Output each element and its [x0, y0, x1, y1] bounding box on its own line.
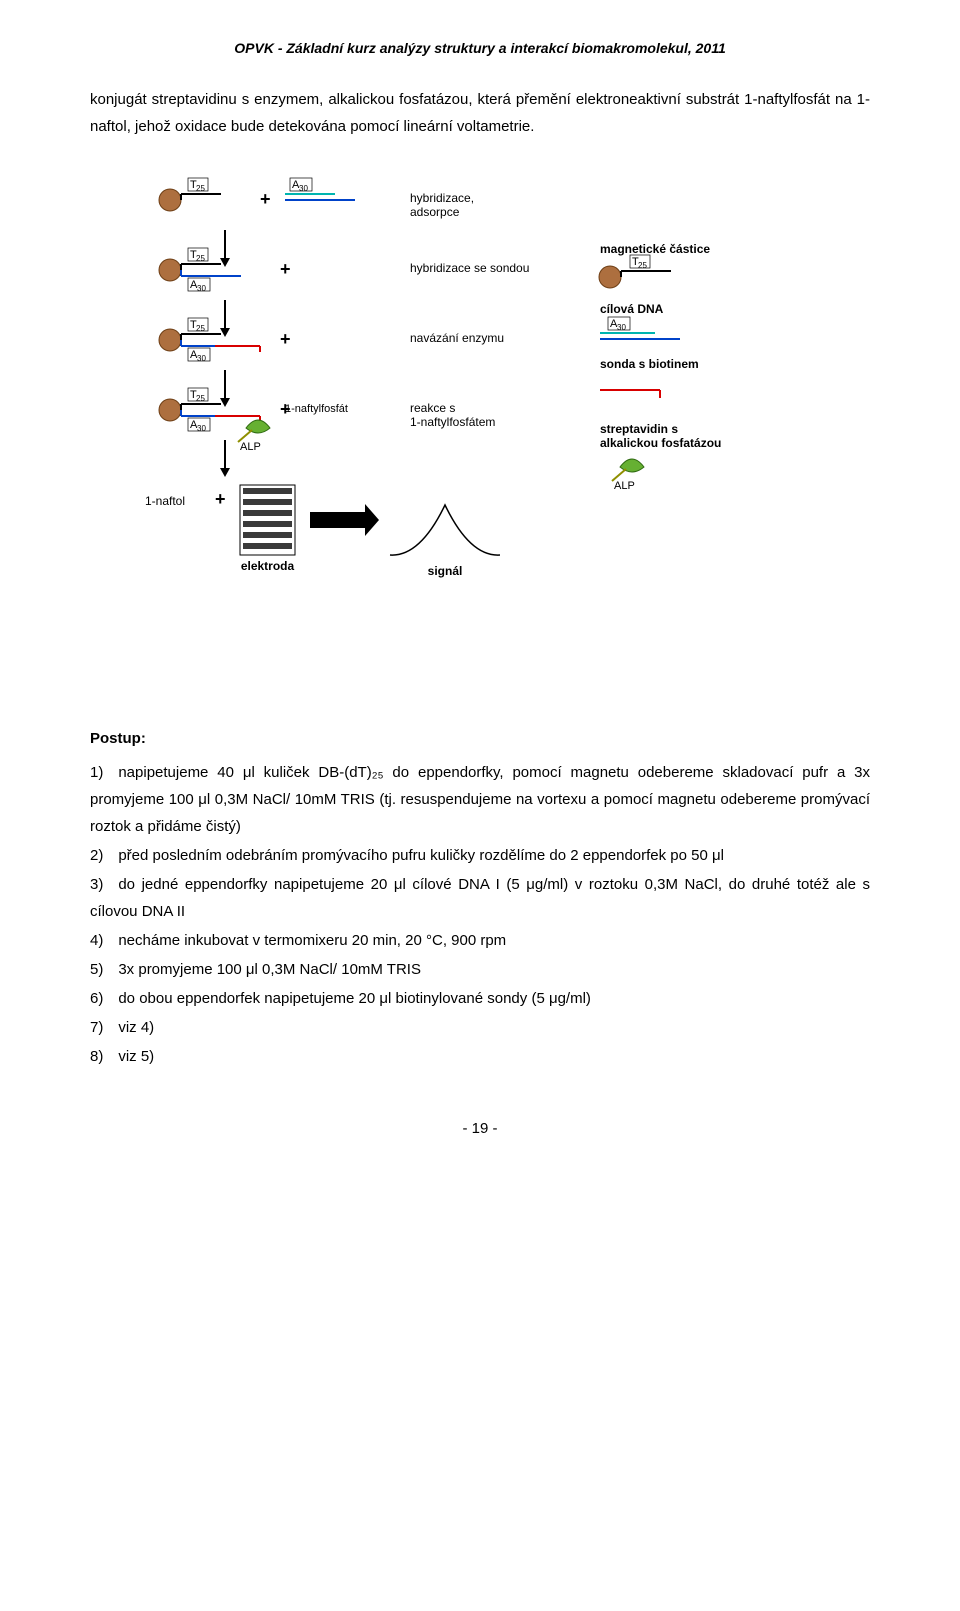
step-2: 2) před posledním odebráním promývacího … [90, 842, 870, 869]
svg-text:25: 25 [638, 261, 647, 270]
svg-text:ALP: ALP [614, 480, 635, 492]
svg-text:magnetické částice: magnetické částice [600, 242, 710, 256]
svg-text:+: + [215, 489, 226, 509]
svg-text:+: + [260, 189, 271, 209]
svg-text:sonda s biotinem: sonda s biotinem [600, 357, 699, 371]
svg-text:hybridizace,adsorpce: hybridizace,adsorpce [410, 191, 474, 219]
svg-text:elektroda: elektroda [241, 559, 295, 573]
svg-text:streptavidin salkalickou fosfa: streptavidin salkalickou fosfatázou [600, 422, 721, 450]
step-1: 1) napipetujeme 40 μl kuliček DB-(dT)₂₅ … [90, 759, 870, 840]
svg-text:25: 25 [196, 394, 205, 403]
svg-text:30: 30 [197, 284, 206, 293]
intro-paragraph: konjugát streptavidinu s enzymem, alkali… [90, 86, 870, 140]
step-6: 6) do obou eppendorfek napipetujeme 20 μ… [90, 985, 870, 1012]
step-3: 3) do jedné eppendorfky napipetujeme 20 … [90, 871, 870, 925]
svg-text:30: 30 [197, 424, 206, 433]
svg-text:cílová DNA: cílová DNA [600, 302, 664, 316]
reaction-scheme-diagram: T25+A30hybridizace,adsorpceT25A30+hybrid… [140, 170, 820, 690]
page-header: OPVK - Základní kurz analýzy struktury a… [90, 40, 870, 56]
step-7: 7) viz 4) [90, 1014, 870, 1041]
svg-text:hybridizace se sondou: hybridizace se sondou [410, 261, 529, 275]
svg-text:navázání enzymu: navázání enzymu [410, 331, 504, 345]
step-4: 4) necháme inkubovat v termomixeru 20 mi… [90, 927, 870, 954]
svg-text:reakce s1-naftylfosfátem: reakce s1-naftylfosfátem [410, 401, 495, 429]
svg-text:+: + [280, 259, 291, 279]
step-5: 5) 3x promyjeme 100 μl 0,3M NaCl/ 10mM T… [90, 956, 870, 983]
svg-text:30: 30 [197, 354, 206, 363]
svg-text:25: 25 [196, 184, 205, 193]
svg-text:25: 25 [196, 324, 205, 333]
page-number: - 19 - [90, 1120, 870, 1137]
procedure-heading: Postup: [90, 730, 870, 747]
svg-text:25: 25 [196, 254, 205, 263]
svg-text:+: + [280, 329, 291, 349]
svg-text:signál: signál [428, 564, 463, 578]
svg-text:30: 30 [617, 323, 626, 332]
svg-text:ALP: ALP [240, 441, 261, 453]
svg-text:1-naftylfosfát: 1-naftylfosfát [285, 403, 348, 415]
step-8: 8) viz 5) [90, 1043, 870, 1070]
svg-text:1-naftol: 1-naftol [145, 494, 185, 508]
svg-text:30: 30 [299, 184, 308, 193]
